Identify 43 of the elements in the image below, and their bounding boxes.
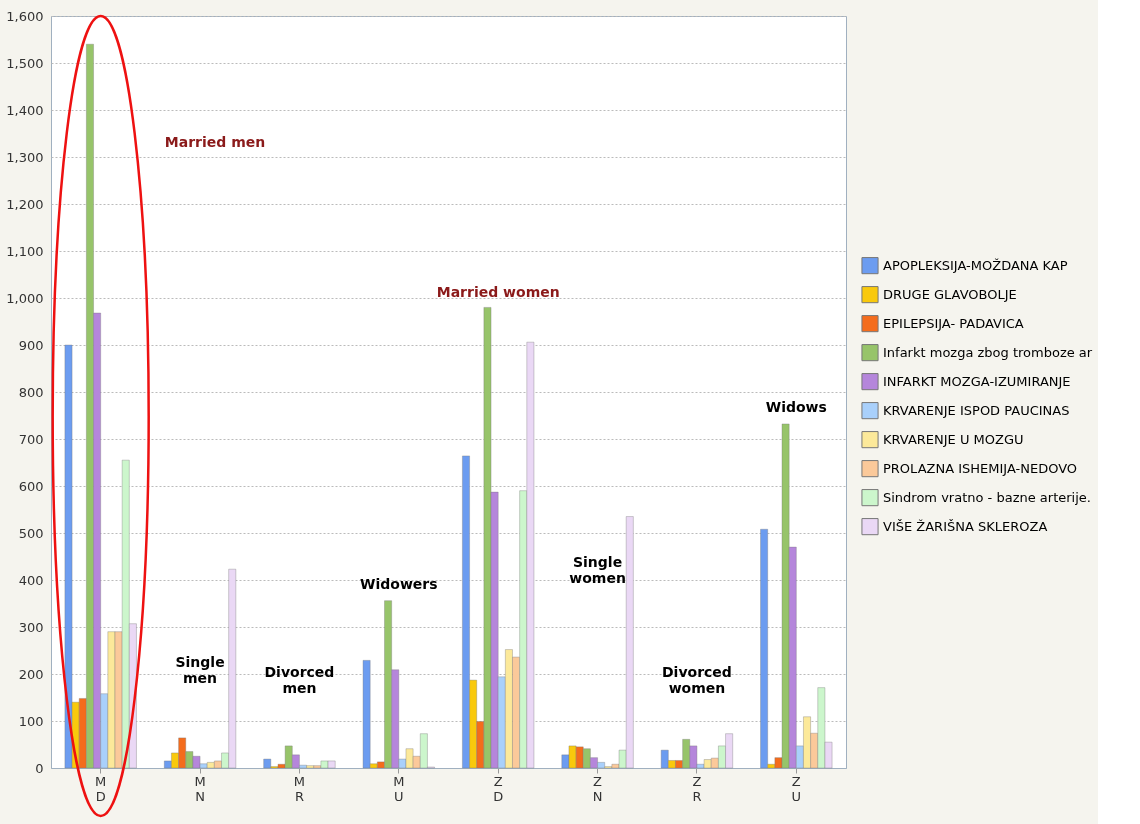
y-tick-label: 1,400 (6, 102, 44, 118)
legend-label: Sindrom vratno - bazne arterije. (883, 489, 1091, 505)
y-tick-label: 500 (18, 525, 44, 541)
y-tick-label: 1,600 (6, 8, 44, 24)
legend-label: Infarkt mozga zbog tromboze ar (883, 344, 1093, 360)
annotation: Divorced women (661, 664, 732, 696)
annotation: Widows (765, 399, 827, 415)
y-tick-label: 1,500 (6, 55, 44, 71)
y-tick-label: 200 (18, 666, 44, 682)
legend-label: INFARKT MOZGA-IZUMIRANJE (883, 373, 1071, 389)
annotation: Married men (164, 134, 266, 150)
y-tick-label: 600 (18, 478, 44, 494)
legend-label: EPILEPSIJA- PADAVICA (883, 315, 1024, 331)
legend-label: APOPLEKSIJA-MOŽDANA KAP (883, 257, 1068, 273)
annotation: Widowers (360, 576, 438, 592)
x-tick-label: Z U (791, 773, 802, 804)
x-tick-label: M D (95, 773, 107, 804)
x-tick-label: M R (293, 773, 306, 804)
legend-label: DRUGE GLAVOBOLJE (883, 286, 1017, 302)
y-tick-label: 900 (18, 337, 44, 353)
y-tick-label: 300 (18, 619, 44, 635)
y-tick-label: 1,300 (6, 149, 44, 165)
x-tick-label: Z D (493, 773, 504, 804)
y-tick-label: 1,100 (6, 243, 44, 259)
y-tick-label: 1,200 (6, 196, 44, 212)
x-tick-label: M U (393, 773, 405, 804)
x-tick-label: M N (194, 773, 206, 804)
legend-label: KRVARENJE ISPOD PAUCINAS (883, 402, 1070, 418)
annotation: Divorced men (264, 664, 335, 696)
y-tick-label: 100 (18, 713, 44, 729)
x-tick-label: Z N (592, 773, 603, 804)
y-tick-label: 700 (18, 431, 44, 447)
legend-label: VIŠE ŽARIŠNA SKLEROZA (883, 518, 1048, 534)
annotation: Single men (175, 654, 225, 686)
y-tick-label: 400 (18, 572, 44, 588)
legend-label: PROLAZNA ISHEMIJA-NEDOVO (883, 460, 1078, 476)
x-tick-label: Z R (692, 773, 702, 804)
y-tick-label: 800 (18, 384, 44, 400)
annotation: Single women (569, 554, 626, 586)
legend-label: KRVARENJE U MOZGU (883, 431, 1024, 447)
y-tick-label: 0 (35, 760, 44, 776)
y-tick-label: 1,000 (6, 290, 44, 306)
annotation: Married women (436, 284, 560, 300)
